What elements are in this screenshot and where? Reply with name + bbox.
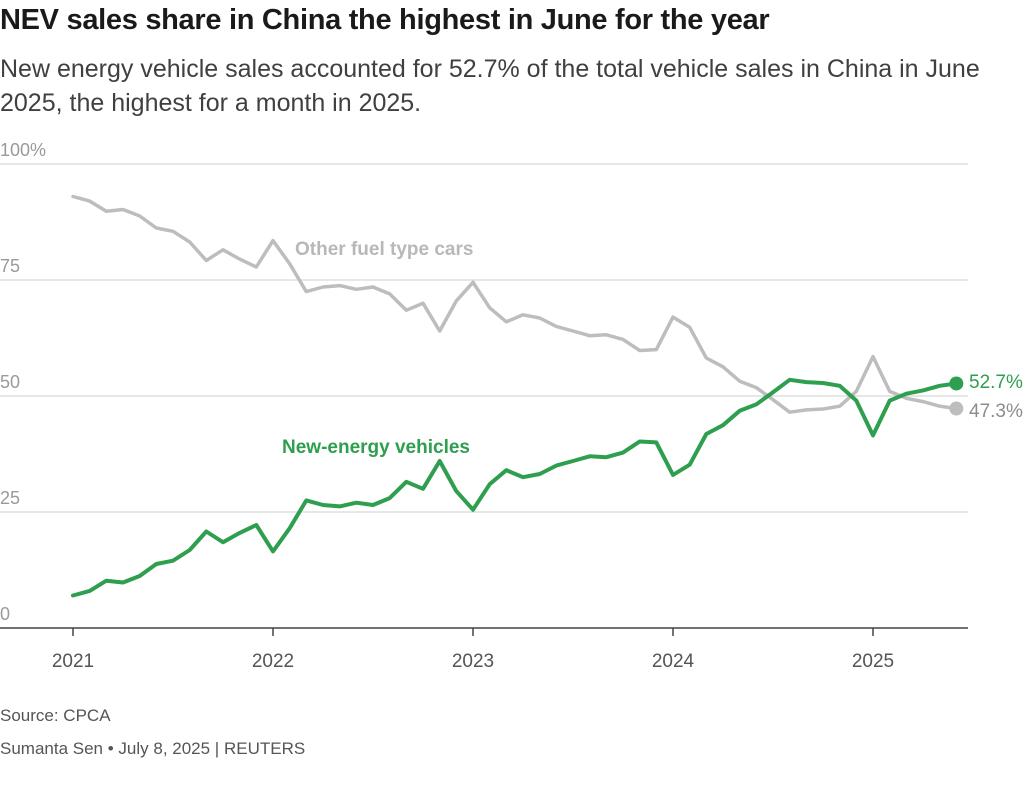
series-labels: Other fuel type cars New-energy vehicles… [282, 239, 1023, 458]
y-axis-ticks: 0 25 50 75 100% [0, 140, 46, 624]
line-chart: 0 25 50 75 100% 2021 2022 2023 2024 2025 Other f… [0, 140, 1023, 672]
x-tick-label: 2021 [52, 651, 94, 672]
end-point-nev [949, 376, 964, 391]
chart-title: NEV sales share in China the highest in … [0, 4, 770, 36]
end-point-other [949, 401, 964, 416]
x-tick-label: 2025 [852, 651, 894, 672]
series-line-other [71, 194, 959, 414]
series-label-nev: New-energy vehicles [282, 437, 470, 458]
y-tick-label: 25 [0, 488, 20, 508]
chart-subtitle: New energy vehicle sales accounted for 5… [0, 55, 980, 117]
source-note: Source: CPCA [0, 706, 111, 725]
y-tick-label: 50 [0, 372, 20, 392]
end-label-nev: 52.7% [969, 372, 1023, 393]
series-label-other: Other fuel type cars [295, 239, 473, 260]
y-tick-label: 0 [0, 604, 10, 624]
x-tick-label: 2022 [252, 651, 294, 672]
end-label-other: 47.3% [969, 401, 1023, 422]
y-tick-label: 75 [0, 256, 20, 276]
y-tick-label: 100% [0, 140, 46, 160]
x-tick-label: 2024 [652, 651, 695, 672]
x-tick-label: 2023 [452, 651, 494, 672]
x-axis: 2021 2022 2023 2024 2025 [52, 628, 894, 672]
series-lines [71, 194, 964, 598]
series-line-nev [71, 377, 959, 598]
credit-line: Sumanta Sen • July 8, 2025 | REUTERS [0, 739, 306, 758]
grid-lines [0, 163, 968, 629]
